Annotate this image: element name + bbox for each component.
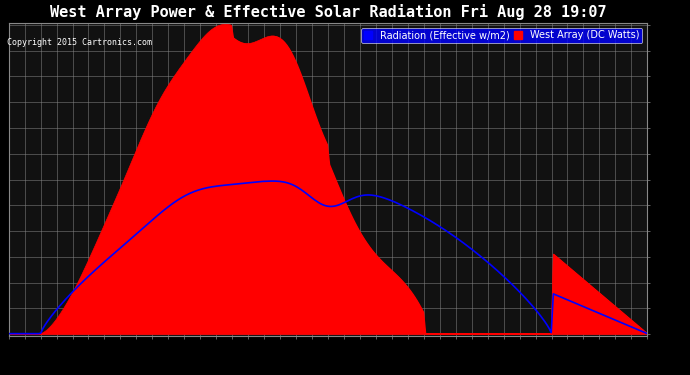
Legend: Radiation (Effective w/m2), West Array (DC Watts): Radiation (Effective w/m2), West Array (… [362,28,642,44]
Text: Copyright 2015 Cartronics.com: Copyright 2015 Cartronics.com [7,38,152,47]
Title: West Array Power & Effective Solar Radiation Fri Aug 28 19:07: West Array Power & Effective Solar Radia… [50,4,607,20]
